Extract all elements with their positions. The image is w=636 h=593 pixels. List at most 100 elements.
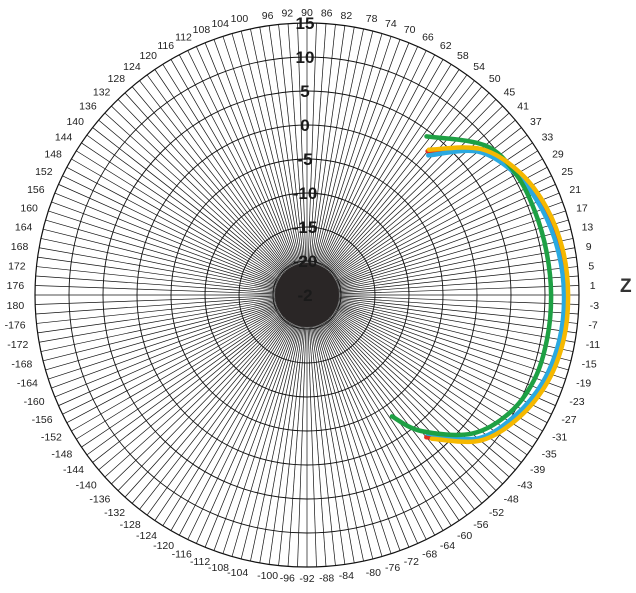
radial-tick-label: 5 [300,82,309,101]
center-disc [275,263,339,327]
angle-tick-label: 41 [517,101,529,113]
angle-tick-label: -7 [588,320,597,332]
series-line-2 [425,148,567,442]
angle-tick-label: 70 [404,24,416,36]
angle-tick-label: 45 [504,86,516,98]
series-line-4 [426,145,571,445]
angle-tick-label: 108 [193,24,211,36]
grid-ring [68,56,546,534]
series-line-3 [389,134,554,438]
angle-tick-label: 144 [55,132,73,144]
center-hub [275,263,339,327]
angle-tick-label: 128 [108,73,126,85]
grid-ring [170,158,444,432]
angle-tick-label: 112 [175,32,192,44]
angle-tick-label: 104 [211,18,229,30]
angle-tick-label: -60 [457,530,472,542]
angle-tick-label: 132 [93,86,111,98]
angle-tick-label: -164 [17,378,38,390]
angle-tick-label: 5 [588,260,594,272]
angle-tick-label: -11 [586,339,601,351]
angle-tick-label: 86 [321,8,333,20]
angle-tick-label: 172 [8,260,26,272]
angle-tick-label: 21 [569,184,581,196]
angle-tick-label: -140 [76,479,97,491]
angle-tick-label: -120 [153,540,174,552]
angle-tick-label: -104 [227,567,248,579]
radial-tick-label: 15 [296,14,315,33]
polar-grid [34,22,580,568]
grid-ring [204,192,410,398]
angle-tick-label: 33 [542,132,554,144]
angle-tick-label: -92 [299,573,314,585]
angle-tick-label: -35 [542,448,557,460]
angle-tick-label: -100 [257,570,278,582]
angle-tick-label: -148 [51,448,72,460]
radial-tick-label: -20 [293,252,318,271]
angle-tick-label: -76 [385,562,400,574]
angle-tick-label: 1 [590,280,596,292]
angle-tick-label: 62 [440,40,452,52]
angle-tick-label: 156 [27,184,45,196]
angle-tick-label: -39 [530,464,545,476]
radial-tick-label: -10 [293,184,318,203]
angle-tick-label: 29 [552,149,564,161]
grid-ring [272,260,342,330]
angle-tick-label: 136 [79,101,97,113]
angle-tick-label: -112 [190,556,210,568]
angle-tick-label: -15 [582,359,597,371]
angle-tick-label: 17 [576,203,588,215]
angle-tick-label: 96 [262,10,274,22]
angle-tick-label: -96 [280,572,295,584]
angle-tick-label: -160 [24,396,45,408]
grid-ring [34,22,580,568]
radial-tick-label: 0 [300,116,309,135]
angle-tick-label: 176 [7,280,25,292]
angle-tick-label: 82 [341,10,353,22]
angle-tick-label: 140 [66,116,84,128]
radial-tick-label: 10 [296,48,315,67]
angle-tick-label: -27 [561,414,576,426]
angle-tick-label: 124 [123,61,141,73]
angle-tick-label: -88 [319,572,334,584]
angle-tick-label: -52 [489,507,504,519]
angle-tick-label: 74 [385,18,397,30]
angle-tick-label: -144 [63,464,84,476]
angle-tick-label: -128 [120,519,141,531]
angle-tick-label: -31 [552,432,567,444]
angle-tick-label: 92 [281,8,293,20]
grid-ring [238,226,376,364]
angle-tick-label: 58 [457,50,469,62]
angle-tick-label: 120 [139,50,157,62]
angle-tick-label: 152 [35,166,53,178]
angle-tick-label: 180 [7,300,25,312]
angle-labels: 90 86 82 78 74706662585450454137332925211713… [5,7,601,585]
angle-tick-label: -152 [41,432,62,444]
angle-tick-label: -68 [422,549,437,561]
angle-tick-label: -172 [7,339,28,351]
angle-tick-label: -3 [590,300,599,312]
angle-tick-label: 66 [422,32,434,44]
angle-tick-label: 50 [489,73,501,85]
radial-tick-label: -15 [293,218,318,237]
angle-tick-label: -48 [504,494,519,506]
angle-tick-label: 160 [20,203,38,215]
angle-tick-label: 100 [231,13,249,25]
angle-tick-label: -56 [473,519,488,531]
angle-tick-label: 168 [11,241,29,253]
angle-tick-label: -132 [104,507,125,519]
angle-tick-label: 148 [44,149,62,161]
angle-tick-label: 90 [301,7,313,19]
angle-tick-label: 37 [530,116,542,128]
angle-tick-label: 9 [586,241,592,253]
angle-tick-label: -116 [172,549,192,561]
angle-tick-label: -156 [32,414,53,426]
series-layer [389,134,571,445]
grid-ring [136,124,478,466]
angle-tick-label: -23 [569,396,584,408]
angle-tick-label: -64 [440,540,455,552]
angle-tick-label: -168 [11,359,32,371]
radial-labels: 15 10 5 0 -5 -10 -15 -20 -2 [293,14,318,305]
angle-tick-label: -176 [5,320,26,332]
angle-tick-label: -43 [517,479,532,491]
